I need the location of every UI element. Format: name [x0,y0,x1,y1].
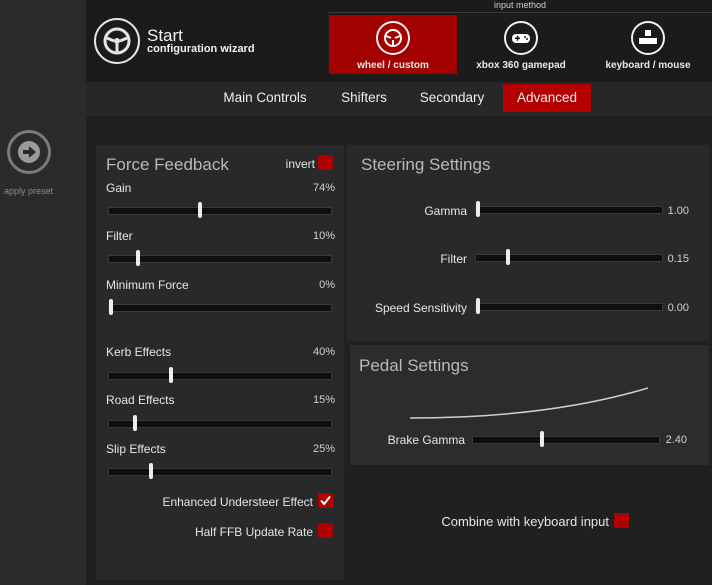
steering-filter-slider[interactable] [475,249,663,265]
checkmark-icon [320,495,331,506]
slip-effects-value: 25% [312,443,335,455]
road-effects-label: Road Effects [106,393,175,407]
speed-sensitivity-label: Speed Sensitivity [374,301,467,315]
tab-main-controls[interactable]: Main Controls [223,90,307,105]
brake-gamma-slider-thumb[interactable] [539,431,544,447]
wheel-icon [376,21,410,55]
minimum-force-value: 0% [319,279,335,291]
minimum-force-slider-thumb[interactable] [109,299,113,315]
force-feedback-panel [96,145,344,580]
ffb-filter-slider[interactable] [108,250,332,266]
slip-effects-slider-thumb[interactable] [148,463,153,479]
ffb-filter-label: Filter [106,229,133,243]
steering-settings-title: Steering Settings [361,155,491,174]
slip-effects-slider[interactable] [108,463,332,479]
input-method-keyboard-label: keyboard / mouse [605,60,691,71]
steering-wheel-logo-icon [94,18,140,64]
brake-gamma-value: 2.40 [665,434,687,446]
arrow-right-icon [18,141,40,163]
minimum-force-label: Minimum Force [106,278,189,292]
gamepad-icon [504,21,538,55]
force-feedback-title: Force Feedback [106,155,229,174]
half-ffb-update-label: Half FFB Update Rate [194,525,313,539]
page-subtitle: configuration wizard [147,43,255,55]
left-sidebar [0,0,86,585]
ffb-filter-value: 10% [312,230,335,242]
half-ffb-update-checkbox[interactable] [318,523,333,538]
gain-slider[interactable] [108,202,332,218]
steering-filter-slider-thumb[interactable] [505,249,510,265]
road-effects-value: 15% [312,394,335,406]
steering-gamma-slider-thumb[interactable] [476,201,480,217]
kerb-effects-value: 40% [312,346,335,358]
input-method-wheel-button[interactable]: wheel / custom [329,15,457,74]
speed-sensitivity-slider[interactable] [475,298,663,314]
slip-effects-label: Slip Effects [106,442,166,456]
tab-secondary[interactable]: Secondary [419,90,485,105]
input-method-wheel-label: wheel / custom [357,60,429,71]
steering-gamma-slider[interactable] [475,201,663,217]
tab-shifters[interactable]: Shifters [341,90,387,105]
input-method-label: input method [493,0,547,10]
kerb-effects-label: Kerb Effects [106,345,172,359]
apply-preset-button[interactable] [7,130,51,174]
enhanced-understeer-checkbox[interactable] [318,493,333,508]
minimum-force-slider[interactable] [108,299,332,315]
gain-value: 74% [312,182,335,194]
brake-gamma-slider[interactable] [472,431,660,447]
pedal-settings-panel [350,345,709,465]
steering-gamma-label: Gamma [424,204,467,218]
enhanced-understeer-label: Enhanced Understeer Effect [162,495,313,509]
input-method-keyboard-button[interactable]: keyboard / mouse [590,15,706,74]
speed-sensitivity-value: 0.00 [667,302,689,314]
gain-label: Gain [106,181,132,195]
pedal-settings-title: Pedal Settings [359,356,469,375]
tab-bar [86,82,712,116]
input-method-gamepad-label: xbox 360 gamepad [476,60,566,71]
ffb-filter-slider-thumb[interactable] [135,250,140,266]
gain-slider-thumb[interactable] [197,202,202,218]
combine-keyboard-checkbox[interactable] [614,513,629,528]
steering-filter-value: 0.15 [667,253,689,265]
invert-label: invert [285,157,315,171]
steering-filter-label: Filter [440,252,467,266]
brake-gamma-label: Brake Gamma [387,433,465,447]
input-method-gamepad-button[interactable]: xbox 360 gamepad [465,15,577,74]
page-title: Start [147,26,183,45]
brake-gamma-curve [409,387,649,419]
kerb-effects-slider-thumb[interactable] [168,367,173,383]
input-method-divider [328,12,712,13]
speed-sensitivity-slider-thumb[interactable] [476,298,480,314]
keyboard-arrows-icon [631,21,665,55]
tab-advanced[interactable]: Advanced [503,84,591,112]
combine-keyboard-label: Combine with keyboard input [441,514,609,529]
kerb-effects-slider[interactable] [108,367,332,383]
road-effects-slider[interactable] [108,415,332,431]
road-effects-slider-thumb[interactable] [133,415,138,431]
steering-gamma-value: 1.00 [667,205,689,217]
apply-preset-label: apply preset [4,186,54,196]
invert-checkbox[interactable] [318,155,333,170]
